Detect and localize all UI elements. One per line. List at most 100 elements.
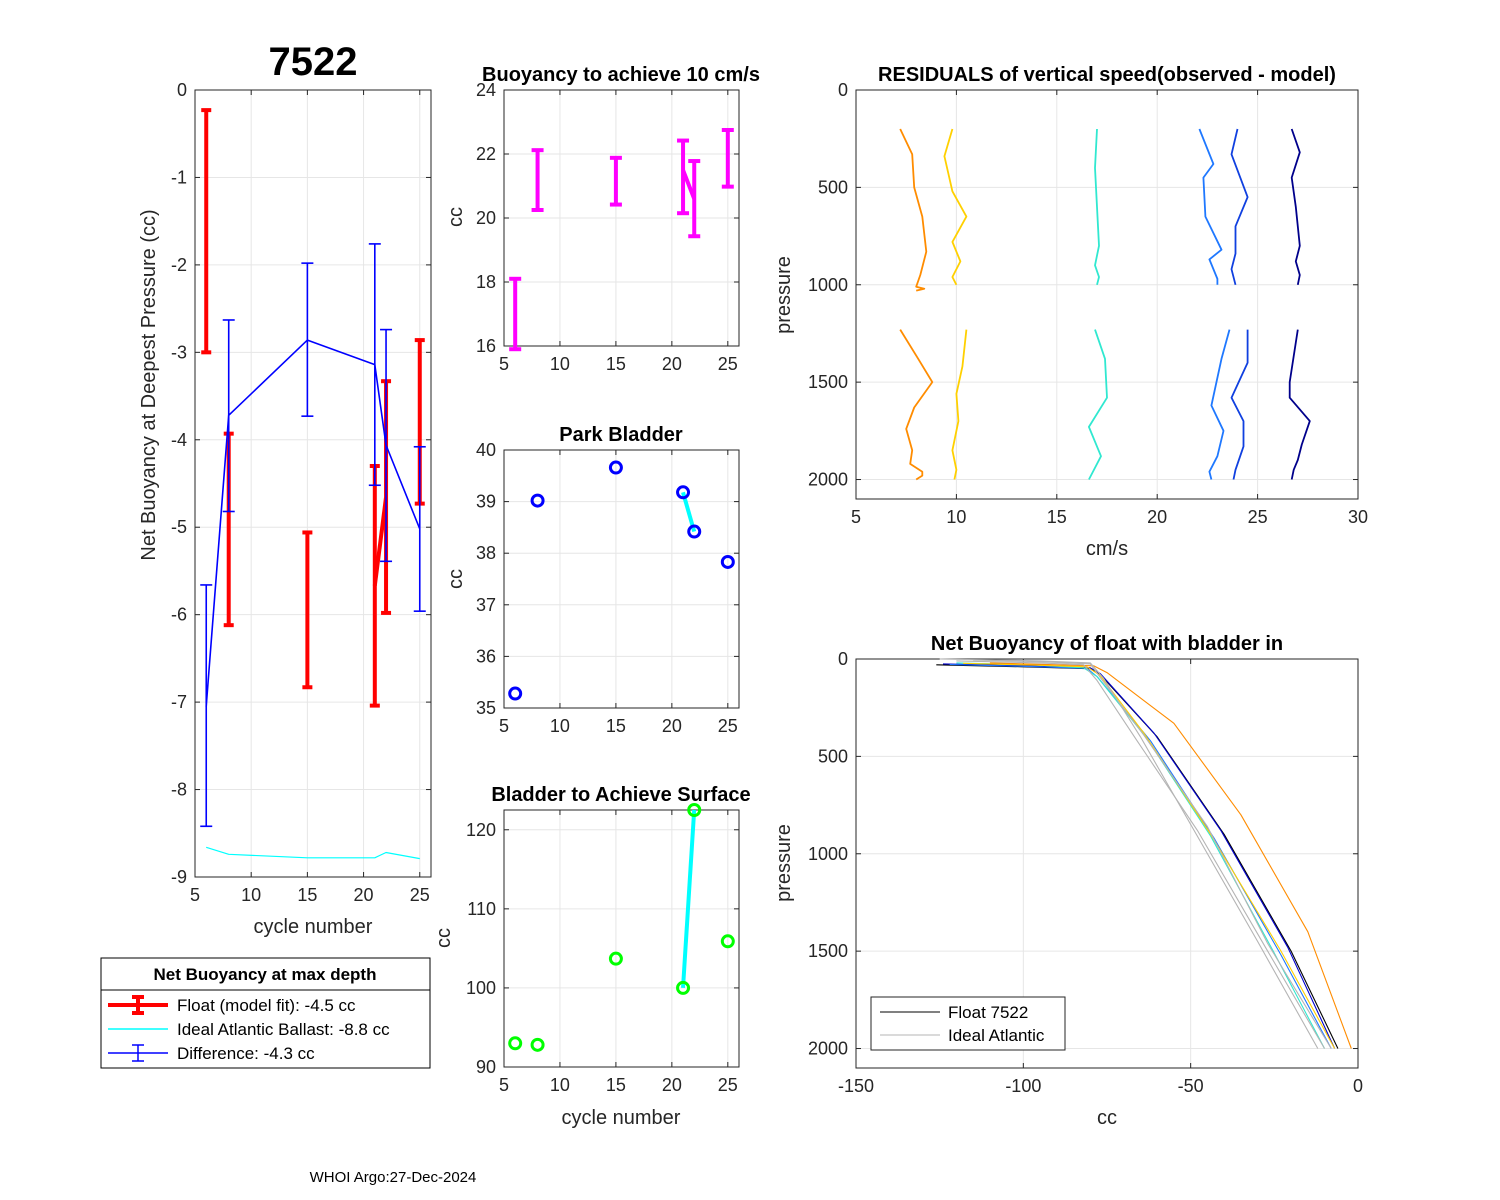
x-tick-label: 25 — [1248, 507, 1268, 527]
y-tick-label: 39 — [476, 492, 496, 512]
net_buoyancy_profile-series-line — [989, 662, 1352, 1049]
x-tick-label: 20 — [662, 716, 682, 736]
difference-errorbar — [200, 584, 213, 828]
float-fit-segment — [372, 497, 388, 587]
ideal-ballast-line — [206, 846, 420, 860]
park_bladder-point — [676, 485, 691, 500]
legend-entry-difference: Difference: -4.3 cc — [177, 1044, 315, 1063]
park_bladder-point — [508, 686, 523, 701]
buoyancy-errorbar — [509, 276, 522, 352]
legend-box — [100, 957, 431, 1069]
residuals-series-line — [951, 329, 968, 480]
profile-xlabel: cc — [1097, 1107, 1117, 1129]
y-tick-label: -8 — [171, 780, 187, 800]
profile-legend-entry-float: Float 7522 — [948, 1003, 1028, 1022]
y-tick-label: -4 — [171, 430, 187, 450]
y-tick-label: 100 — [466, 978, 496, 998]
footer-credit: WHOI Argo:27-Dec-2024 — [310, 1169, 477, 1186]
buoyancy-errorbar — [609, 155, 622, 207]
buoyancy-errorbar — [721, 128, 734, 189]
difference-errorbar — [380, 328, 393, 563]
bladder_surface-point — [508, 1036, 523, 1051]
x-tick-label: 25 — [410, 885, 430, 905]
difference-errorbar — [222, 319, 235, 513]
net_buoyancy_profile-series-line — [949, 663, 1332, 1049]
residuals-ylabel: pressure — [773, 256, 795, 334]
bladder_surface-point — [530, 1037, 545, 1052]
buoyancy-errorbar — [531, 148, 544, 212]
difference-line — [205, 339, 421, 707]
residuals-series-line — [1088, 329, 1108, 480]
park_bladder-point — [720, 554, 735, 569]
bladder-surface-ylabel: cc — [433, 928, 455, 948]
net-buoyancy-legend: Net Buoyancy at max depth Float (model f… — [100, 957, 431, 1069]
y-tick-label: 0 — [838, 80, 848, 100]
park_bladder-point — [608, 460, 623, 475]
x-tick-label: 15 — [606, 716, 626, 736]
net_buoyancy_profile-series-line — [973, 659, 1332, 1049]
residuals-series-line — [1198, 128, 1223, 285]
buoyancy-segment — [681, 169, 697, 200]
profile-legend-box — [870, 996, 1066, 1051]
x-tick-label: 10 — [241, 885, 261, 905]
park-bladder-ylabel: cc — [445, 569, 467, 589]
buoyancy_10-grid — [503, 89, 739, 347]
net_buoyancy_profile-series-line — [939, 658, 1319, 1049]
y-tick-label: 22 — [476, 144, 496, 164]
net_buoyancy_profile-axes-box — [855, 658, 1359, 1069]
difference-errorbar — [301, 262, 314, 417]
net_buoyancy_profile-series-line — [956, 662, 1325, 1049]
park_bladder-grid — [503, 449, 739, 709]
x-tick-label: 5 — [499, 1075, 509, 1095]
net-buoyancy-profile-panel: Net Buoyancy of float with bladder in cc… — [773, 633, 1363, 1129]
x-tick-label: 30 — [1348, 507, 1368, 527]
y-tick-label: 40 — [476, 440, 496, 460]
x-tick-label: -150 — [838, 1076, 874, 1096]
profile-ylabel: pressure — [773, 824, 795, 902]
y-tick-label: 35 — [476, 698, 496, 718]
y-tick-label: 37 — [476, 595, 496, 615]
bladder_surface-point — [720, 934, 735, 949]
park_bladder-point — [687, 524, 702, 539]
park-bladder-title: Park Bladder — [559, 424, 683, 446]
y-tick-label: 500 — [818, 746, 848, 766]
bladder-surface-panel: Bladder to Achieve Surface cycle number … — [433, 784, 751, 1129]
y-tick-label: 24 — [476, 80, 496, 100]
float-errorbar — [302, 530, 313, 690]
legend-swatch-float — [108, 995, 168, 1015]
residuals-series-line — [1230, 128, 1249, 286]
residuals-series-line — [943, 128, 968, 286]
float-errorbar — [201, 108, 212, 355]
residuals-series-line — [899, 128, 928, 292]
residuals-series-line — [1208, 329, 1231, 480]
x-tick-label: 20 — [354, 885, 374, 905]
x-tick-label: 15 — [1047, 507, 1067, 527]
y-tick-label: -1 — [171, 167, 187, 187]
x-tick-label: 5 — [190, 885, 200, 905]
bladder_surface-point — [687, 803, 702, 817]
park_bladder-axes-box — [503, 449, 740, 709]
legend-entry-ideal: Ideal Atlantic Ballast: -8.8 cc — [177, 1020, 390, 1039]
x-tick-label: 25 — [718, 1075, 738, 1095]
y-tick-label: 18 — [476, 272, 496, 292]
net-buoyancy-ylabel: Net Buoyancy at Deepest Pressure (cc) — [138, 209, 160, 560]
park_bladder-point — [530, 493, 545, 508]
residuals-series-line — [1230, 329, 1249, 480]
net_buoyancy_profile-series-line — [942, 663, 1336, 1049]
residuals-series-line — [1288, 329, 1311, 480]
x-tick-label: 0 — [1353, 1076, 1363, 1096]
legend-title: Net Buoyancy at max depth — [154, 965, 377, 984]
residuals-series-line — [1290, 128, 1301, 285]
profile-legend: Float 7522 Ideal Atlantic — [870, 996, 1066, 1051]
x-tick-label: 20 — [1147, 507, 1167, 527]
y-tick-label: 0 — [838, 649, 848, 669]
profile-legend-entry-ideal: Ideal Atlantic — [948, 1026, 1045, 1045]
residuals-xlabel: cm/s — [1086, 538, 1128, 560]
y-tick-label: -3 — [171, 342, 187, 362]
y-tick-label: 1500 — [808, 941, 848, 961]
net_buoyancy_profile-series-line — [956, 660, 1325, 1049]
difference-errorbar — [413, 445, 426, 612]
x-tick-label: 10 — [550, 716, 570, 736]
x-tick-label: 10 — [550, 354, 570, 374]
